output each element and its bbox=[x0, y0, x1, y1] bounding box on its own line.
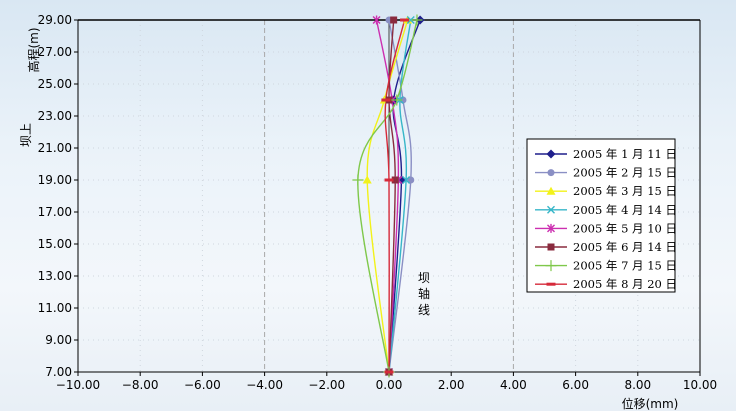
x-tick-label: −6.00 bbox=[184, 378, 221, 392]
x-axis-label: 位移(mm) bbox=[622, 396, 679, 411]
y-tick-label: 9.00 bbox=[45, 333, 72, 347]
data-point-7 bbox=[391, 94, 403, 106]
data-point-4 bbox=[402, 176, 411, 184]
y-axis-side-group: 坝上 bbox=[19, 123, 33, 147]
y-tick-label: 11.00 bbox=[38, 301, 72, 315]
series-line-3 bbox=[366, 20, 409, 372]
y-tick-label: 19.00 bbox=[38, 173, 72, 187]
data-point-7 bbox=[411, 14, 423, 26]
legend-swatch-marker bbox=[547, 169, 555, 177]
y-axis-label: 高程(m) bbox=[26, 27, 41, 72]
legend-swatch-marker bbox=[547, 205, 555, 214]
legend-entry: 2005 年 3 月 15 日 bbox=[573, 184, 677, 198]
legend-entry: 2005 年 4 月 14 日 bbox=[573, 203, 677, 217]
legend-entry: 2005 年 1 月 11 日 bbox=[573, 147, 677, 161]
y-tick-label: 29.00 bbox=[38, 13, 72, 27]
x-tick-label: 2.00 bbox=[438, 378, 465, 392]
legend-entry: 2005 年 6 月 14 日 bbox=[573, 240, 677, 254]
legend-swatch-marker bbox=[546, 186, 556, 195]
x-tick-label: −2.00 bbox=[308, 378, 345, 392]
legend-entry: 2005 年 5 月 10 日 bbox=[573, 221, 677, 235]
markers-group bbox=[352, 14, 425, 378]
dam-axis-annotation: 坝轴线 bbox=[418, 271, 430, 317]
x-tick-label: −10.00 bbox=[56, 378, 100, 392]
data-point-8 bbox=[400, 18, 410, 22]
data-point-8 bbox=[384, 178, 394, 182]
data-point-4 bbox=[406, 16, 415, 24]
series-line-8 bbox=[384, 20, 406, 372]
data-point-5 bbox=[372, 15, 381, 25]
x-tick-label: 0.00 bbox=[376, 378, 403, 392]
series-line-5 bbox=[375, 20, 400, 372]
series-line-4 bbox=[388, 20, 412, 372]
y-tick-label: 27.00 bbox=[38, 45, 72, 59]
series-line-7 bbox=[357, 20, 418, 372]
data-point-2 bbox=[407, 176, 415, 184]
x-tick-label: 8.00 bbox=[624, 378, 651, 392]
annotation-char: 轴 bbox=[418, 286, 430, 301]
y-tick-label: 21.00 bbox=[38, 141, 72, 155]
x-tick-label: 4.00 bbox=[500, 378, 527, 392]
y-tick-label: 7.00 bbox=[45, 365, 72, 379]
y-ticks: 7.00 9.00 11.00 13.00 15.00 17.00 19.00 21.00 23… bbox=[38, 13, 78, 379]
series-group bbox=[357, 20, 421, 372]
legend: 2005 年 1 月 11 日 2005 年 2 月 15 日 2005 年 3 月… bbox=[526, 138, 677, 293]
x-tick-label: 6.00 bbox=[562, 378, 589, 392]
data-point-8 bbox=[384, 370, 394, 374]
y-tick-label: 23.00 bbox=[38, 109, 72, 123]
x-tick-label: −8.00 bbox=[122, 378, 159, 392]
annotation-char: 线 bbox=[418, 303, 430, 317]
legend-swatch-marker bbox=[547, 243, 555, 251]
x-ticks: −10.00 −8.00 −6.00 −4.00 −2.00 0.00 2.00 4.00 6.… bbox=[56, 372, 717, 392]
legend-swatch-marker bbox=[545, 260, 557, 272]
series-line-6 bbox=[388, 20, 396, 372]
data-point-6 bbox=[390, 16, 398, 24]
annotation-char: 坝 bbox=[418, 271, 430, 285]
y-tick-label: 13.00 bbox=[38, 269, 72, 283]
legend-entry: 2005 年 7 月 15 日 bbox=[573, 259, 677, 273]
data-point-7 bbox=[352, 174, 364, 186]
y-axis-side-label: 坝上 bbox=[19, 123, 33, 147]
data-point-6 bbox=[391, 176, 399, 184]
legend-swatch-marker bbox=[546, 282, 556, 286]
series-line-2 bbox=[388, 20, 412, 372]
data-point-8 bbox=[381, 98, 391, 102]
y-axis-label-group: 高程(m) bbox=[26, 27, 41, 72]
legend-entry: 2005 年 8 月 20 日 bbox=[573, 277, 677, 291]
y-tick-label: 15.00 bbox=[38, 237, 72, 251]
x-tick-label: 10.00 bbox=[683, 378, 717, 392]
y-tick-label: 17.00 bbox=[38, 205, 72, 219]
legend-swatch-marker bbox=[546, 149, 556, 159]
legend-box bbox=[526, 138, 676, 293]
x-tick-label: −4.00 bbox=[246, 378, 283, 392]
legend-swatch-marker bbox=[547, 223, 555, 233]
legend-entry: 2005 年 2 月 15 日 bbox=[573, 166, 677, 180]
data-point-3 bbox=[362, 175, 372, 184]
y-tick-label: 25.00 bbox=[38, 77, 72, 91]
